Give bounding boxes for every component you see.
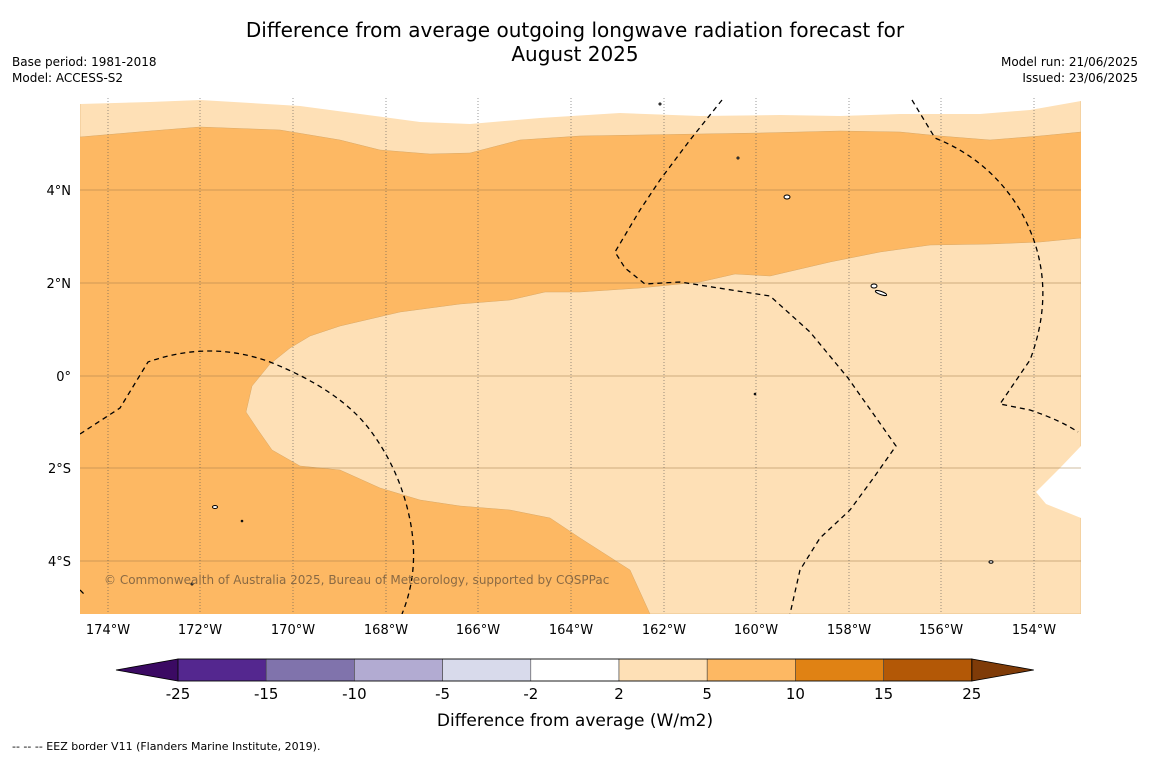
title-line-2: August 2025 (511, 42, 639, 66)
islands (190, 102, 994, 586)
lon-label: 154°W (1012, 623, 1056, 638)
eez-legend-note: -- -- -- EEZ border V11 (Flanders Marine… (12, 740, 321, 753)
base-period: Base period: 1981-2018 (12, 55, 157, 69)
colorbar-tick-label: 5 (702, 685, 712, 703)
colorbar-tick-label: 10 (786, 685, 805, 703)
meta-left: Base period: 1981-2018 Model: ACCESS-S2 (12, 54, 157, 86)
lon-label: 168°W (364, 623, 408, 638)
model-name: Model: ACCESS-S2 (12, 71, 124, 85)
colorbar-extend-low (115, 658, 179, 682)
copyright-notice: © Commonwealth of Australia 2025, Bureau… (104, 573, 609, 587)
lon-label: 172°W (178, 623, 222, 638)
lat-gridlines (80, 189, 1081, 562)
colorbar-tick-label: -10 (342, 685, 367, 703)
colorbar-tick-label: -15 (254, 685, 279, 703)
colorbar-swatch (354, 658, 443, 682)
colorbar: -25 -15 -10 -5 -2 2 5 10 15 25 Difference from av… (115, 658, 1034, 731)
meta-right: Model run: 21/06/2025 Issued: 23/06/2025 (1001, 54, 1138, 86)
colorbar-outline (177, 658, 973, 682)
lat-axis: 4°N 2°N 0° 2°S 4°S (47, 184, 72, 570)
lon-label: 166°W (456, 623, 500, 638)
colorbar-swatch (530, 658, 620, 682)
colorbar-swatch (442, 658, 532, 682)
eez-borders (80, 99, 1079, 614)
lat-label-4s: 4°S (48, 555, 71, 570)
colorbar-swatch (177, 658, 267, 682)
colorbar-swatches (115, 658, 1034, 682)
lat-label-0: 0° (56, 370, 71, 385)
map-title: Difference from average outgoing longwav… (0, 18, 1150, 66)
lat-label-2s: 2°S (48, 462, 71, 477)
lon-label: 160°W (734, 623, 778, 638)
colorbar-ticks: -25 -15 -10 -5 -2 2 5 10 15 25 (166, 685, 982, 703)
colorbar-swatch (795, 658, 884, 682)
lon-label: 170°W (271, 623, 315, 638)
colorbar-label: Difference from average (W/m2) (437, 711, 713, 731)
colorbar-swatch (265, 658, 355, 682)
model-run: Model run: 21/06/2025 (1000, 55, 1138, 69)
colorbar-extend-high (971, 658, 1034, 682)
colorbar-tick-label: -25 (166, 685, 191, 703)
title-line-1: Difference from average outgoing longwav… (245, 18, 905, 42)
lon-axis: 174°W 172°W 170°W 168°W 166°W 164°W 162°… (86, 623, 1056, 638)
colorbar-tick-label: 25 (962, 685, 981, 703)
colorbar-tick-label: -5 (435, 685, 450, 703)
colorbar-swatch (706, 658, 796, 682)
lon-label: 158°W (827, 623, 871, 638)
map-panel: © Commonwealth of Australia 2025, Bureau… (80, 98, 1081, 614)
lon-label: 174°W (86, 623, 130, 638)
no-data-top (80, 98, 1081, 124)
lat-label-4n: 4°N (47, 184, 72, 199)
lon-label: 156°W (919, 623, 963, 638)
colorbar-tick-label: 2 (614, 685, 624, 703)
colorbar-swatch (618, 658, 708, 682)
colorbar-tick-label: 15 (874, 685, 893, 703)
lon-label: 162°W (642, 623, 686, 638)
issued-date: Issued: 23/06/2025 (1022, 71, 1138, 85)
colorbar-swatch (883, 658, 973, 682)
lat-label-2n: 2°N (47, 277, 72, 292)
colorbar-tick-label: -2 (523, 685, 538, 703)
lon-label: 164°W (549, 623, 593, 638)
anomaly-region-2-5-central (245, 237, 1081, 614)
lon-gridlines (107, 98, 1035, 614)
no-data-east (1036, 446, 1081, 518)
